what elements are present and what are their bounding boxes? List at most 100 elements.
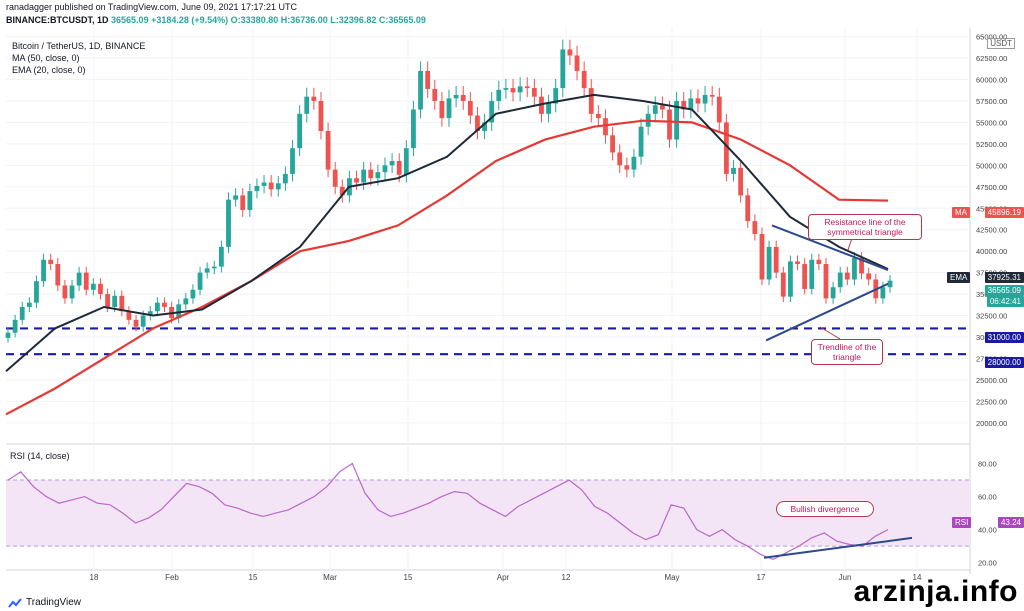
tradingview-logo-icon (8, 597, 22, 608)
candle-body (859, 258, 864, 274)
candle-body (510, 88, 516, 93)
ma50-line (5, 119, 889, 416)
level-28000-tag: 28000.00 (984, 357, 1024, 368)
candle-body (716, 96, 722, 123)
candle-body (126, 311, 132, 320)
candle-body (766, 246, 772, 280)
candle-body (809, 259, 815, 289)
rsi-tag-label: RSI (952, 517, 972, 528)
candle-body (802, 264, 808, 289)
candle-body (638, 126, 644, 157)
rsi-tag-value: 43.24 (997, 517, 1024, 528)
rsi-tick-label: 80.00 (978, 460, 997, 469)
candle-body (595, 113, 601, 119)
time-tick-label: May (664, 573, 679, 582)
candle-body (731, 167, 736, 174)
candle-body (211, 266, 217, 269)
candle-body (83, 272, 89, 290)
price-tick-label: 65000.00 (976, 33, 1007, 42)
candle-body (489, 100, 495, 123)
price-value: 36565.09 (111, 15, 149, 25)
annotation-resistance[interactable]: Resistance line of the symmetrical trian… (808, 214, 922, 240)
candle-body (290, 148, 295, 174)
candle-body (688, 98, 694, 110)
candle-body (411, 109, 416, 149)
annotation-divergence[interactable]: Bullish divergence (776, 501, 874, 517)
time-tick-label: Apr (497, 573, 510, 582)
candle-body (41, 259, 46, 282)
candle-body (553, 88, 559, 104)
candle-body (887, 280, 893, 288)
candle-body (482, 122, 487, 131)
ohlc-line: BINANCE:BTCUSDT, 1D 36565.09 +3184.28 (+… (6, 15, 426, 25)
rsi-legend[interactable]: RSI (14, close) (10, 451, 70, 461)
candle-body (34, 281, 39, 303)
candle-body (837, 272, 843, 288)
candle-body (354, 178, 359, 183)
candle-body (247, 191, 253, 210)
last-price-tag: 36565.09 (984, 285, 1024, 296)
high-value: H:36736.00 (280, 15, 328, 25)
time-tick-label: Feb (165, 573, 179, 582)
candle-body (375, 172, 381, 179)
tradingview-brand[interactable]: TradingView (8, 597, 81, 608)
candle-body (759, 234, 765, 280)
candle-body (332, 169, 338, 187)
candle-body (261, 182, 267, 186)
chart-legend: Bitcoin / TetherUS, 1D, BINANCE MA (50, … (12, 40, 145, 76)
candle-body (503, 88, 509, 90)
candle-body (674, 100, 680, 140)
price-tick-label: 52500.00 (976, 140, 1007, 149)
annotation-trendline[interactable]: Trendline of the triangle (811, 339, 883, 365)
candle-body (403, 148, 409, 175)
candle-body (233, 195, 239, 200)
candle-body (738, 167, 744, 196)
candle-body (361, 169, 367, 183)
currency-label[interactable]: USDT (987, 38, 1015, 49)
price-tick-label: 55000.00 (976, 118, 1007, 127)
candle-body (12, 319, 18, 333)
candle-body (48, 259, 54, 265)
rsi-tick-label: 40.00 (978, 526, 997, 535)
candle-body (90, 283, 96, 290)
price-tick-label: 50000.00 (976, 161, 1007, 170)
candle-body (844, 272, 850, 280)
candle-body (460, 94, 466, 101)
candle-body (852, 258, 857, 280)
candle-body (226, 199, 231, 247)
price-tick-label: 57500.00 (976, 97, 1007, 106)
candle-body (133, 319, 139, 327)
candle-body (204, 268, 210, 273)
candle-body (275, 183, 281, 190)
candle-body (432, 88, 438, 101)
legend-title[interactable]: Bitcoin / TetherUS, 1D, BINANCE (12, 41, 146, 51)
candle-body (268, 182, 274, 190)
price-tick-label: 62500.00 (976, 54, 1007, 63)
candle-body (752, 221, 758, 234)
candle-body (119, 295, 125, 312)
level-31000-tag: 31000.00 (984, 332, 1024, 343)
candle-body (816, 259, 822, 265)
candle-body (183, 298, 189, 305)
candle-body (603, 118, 608, 136)
candle-body (745, 195, 751, 222)
legend-ma[interactable]: MA (50, close, 0) (12, 53, 80, 63)
candle-body (524, 86, 530, 89)
rsi-tick-label: 20.00 (978, 559, 997, 568)
candle-body (773, 246, 779, 273)
watermark: arzinja.info (853, 575, 1018, 608)
candle-body (318, 100, 324, 131)
candle-body (702, 94, 708, 104)
candle-body (389, 161, 395, 166)
candle-body (624, 165, 630, 170)
candle-body (830, 287, 836, 299)
candle-body (823, 264, 829, 299)
candle-body (439, 100, 445, 119)
rsi-line (7, 462, 889, 561)
legend-ema[interactable]: EMA (20, close, 0) (12, 65, 86, 75)
candle-body (467, 100, 473, 116)
candle-body (652, 105, 658, 114)
candle-body (425, 70, 431, 89)
time-tick-label: 17 (757, 573, 766, 582)
